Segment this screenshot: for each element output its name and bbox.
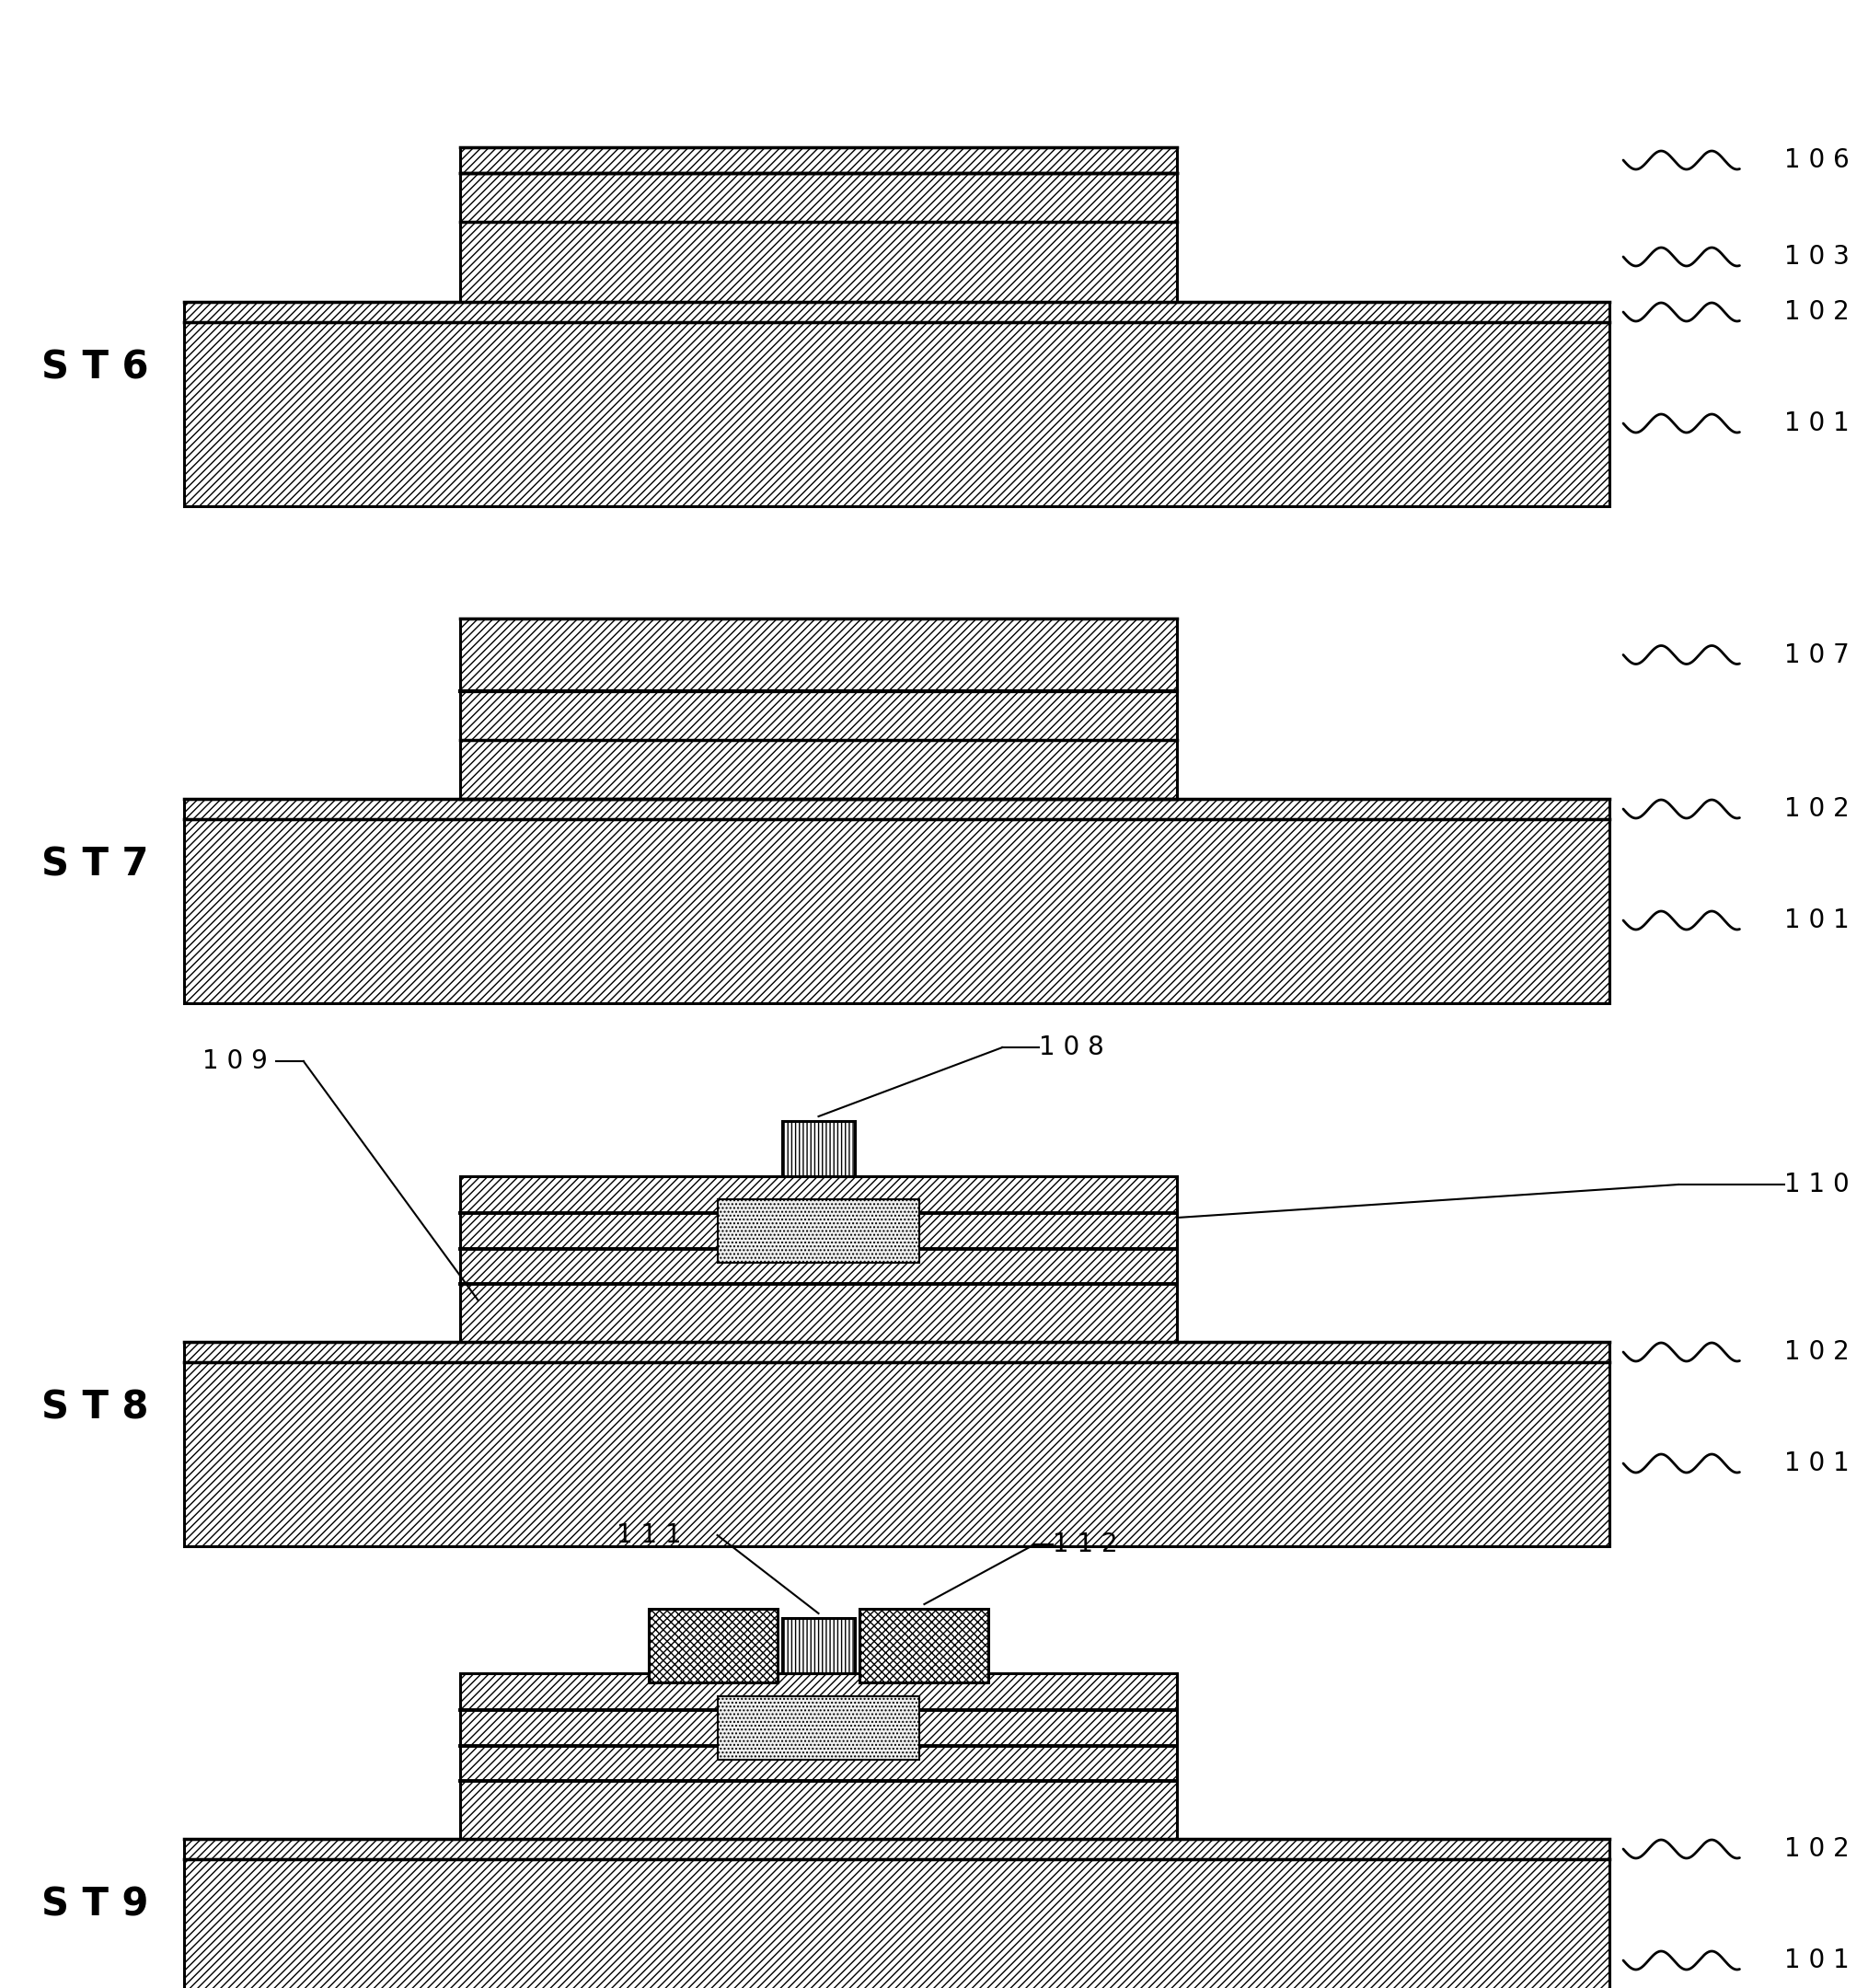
Bar [717,1199,919,1262]
Bar [183,799,1610,819]
Text: 1 0 7: 1 0 7 [1784,642,1849,668]
Bar [183,1839,1610,1859]
Bar [717,1696,919,1759]
Text: 1 1 0: 1 1 0 [1784,1171,1849,1197]
Text: 1 0 2: 1 0 2 [1784,1340,1849,1366]
Text: 1 0 1: 1 0 1 [1784,907,1849,932]
Text: 1 0 6: 1 0 6 [1784,147,1849,173]
Bar [183,302,1610,322]
Bar [183,1362,1610,1547]
Text: S T 9: S T 9 [41,1887,148,1924]
Bar [460,1177,1177,1342]
Text: 1 1 2: 1 1 2 [1054,1531,1119,1557]
Text: 1 0 2: 1 0 2 [1784,1837,1849,1863]
Text: 1 0 2: 1 0 2 [1784,298,1849,324]
Bar [460,147,1177,173]
Text: 1 1 1: 1 1 1 [616,1523,682,1549]
Bar [859,1608,988,1682]
Bar [781,1618,856,1674]
Bar [460,1674,1177,1839]
Text: S T 7: S T 7 [41,845,149,885]
Bar [460,173,1177,302]
Bar [183,1342,1610,1362]
Text: 1 0 1: 1 0 1 [1784,1451,1849,1477]
Text: 1 0 1: 1 0 1 [1784,1948,1849,1974]
Text: 1 0 3: 1 0 3 [1784,245,1849,270]
Bar [183,819,1610,1004]
Text: 1 0 8: 1 0 8 [1039,1034,1104,1060]
Bar [781,1121,856,1177]
Bar [460,618,1177,692]
Bar [648,1608,777,1682]
Text: 1 0 1: 1 0 1 [1784,410,1849,435]
Text: S T 6: S T 6 [41,348,149,388]
Bar [183,322,1610,507]
Text: 1 0 9: 1 0 9 [202,1048,267,1074]
Bar [183,1859,1610,1988]
Text: S T 8: S T 8 [41,1390,149,1427]
Text: 1 0 2: 1 0 2 [1784,795,1849,821]
Bar [460,692,1177,799]
